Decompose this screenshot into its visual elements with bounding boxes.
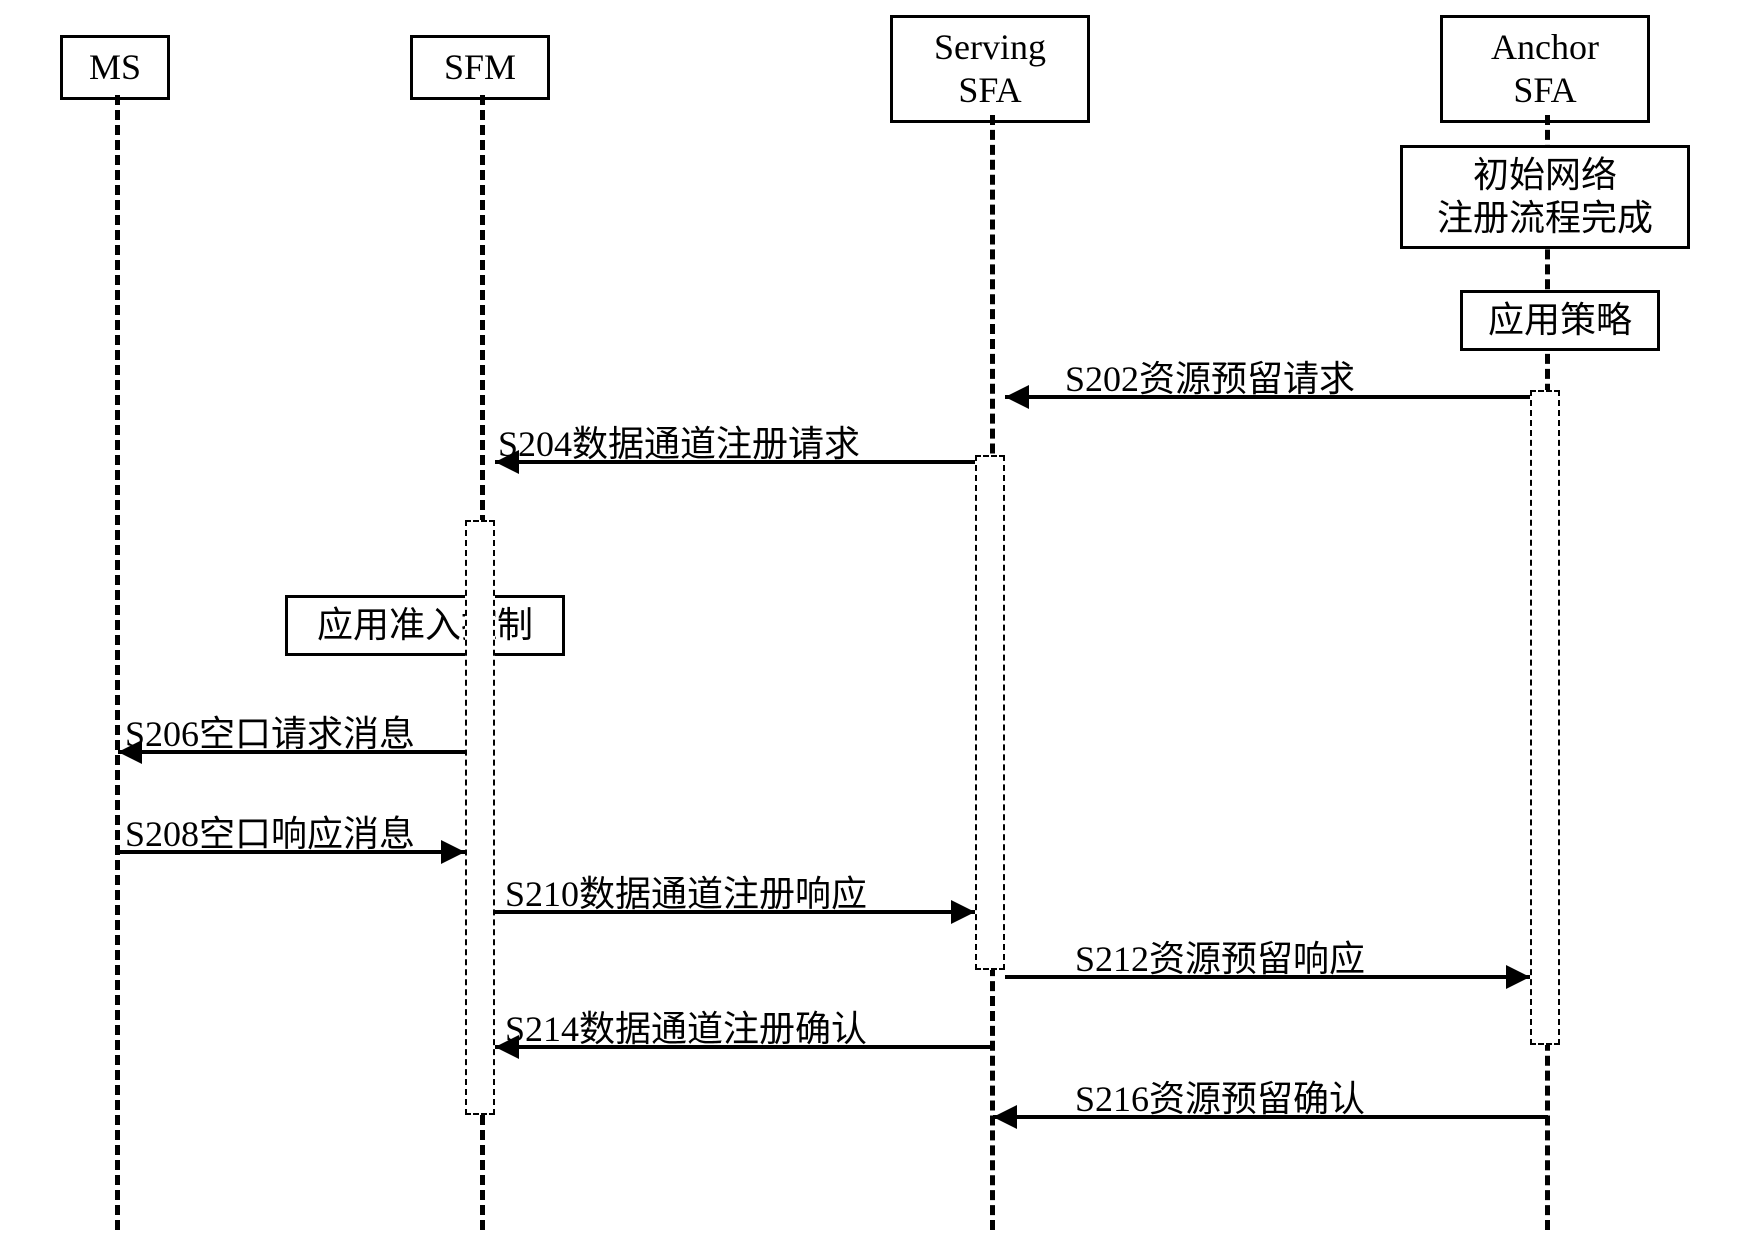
note-application-policy: 应用策略 (1460, 290, 1660, 351)
participant-sfm: SFM (410, 35, 550, 100)
participant-ms: MS (60, 35, 170, 100)
lifeline-ms (115, 95, 120, 1230)
participant-anchor-sfa: Anchor SFA (1440, 15, 1650, 123)
activation-sfm (465, 520, 495, 1115)
msg-s202-label: S202资源预留请求 (1065, 350, 1355, 402)
msg-s210-label: S210数据通道注册响应 (505, 865, 867, 917)
msg-s216-arrow (993, 1105, 1017, 1129)
msg-s206-label: S206空口请求消息 (125, 705, 415, 757)
msg-s212-arrow (1506, 965, 1530, 989)
msg-s216-label: S216资源预留确认 (1075, 1070, 1365, 1122)
msg-s208-arrow (441, 840, 465, 864)
participant-serving-sfa: Serving SFA (890, 15, 1090, 123)
msg-s212-label: S212资源预留响应 (1075, 930, 1365, 982)
note-initial-network: 初始网络 注册流程完成 (1400, 145, 1690, 249)
msg-s214-label: S214数据通道注册确认 (505, 1000, 867, 1052)
msg-s208-label: S208空口响应消息 (125, 805, 415, 857)
note-admission-control: 应用准入控制 (285, 595, 565, 656)
msg-s210-arrow (951, 900, 975, 924)
msg-s202-arrow (1005, 385, 1029, 409)
activation-serving-sfa (975, 455, 1005, 970)
msg-s204-label: S204数据通道注册请求 (498, 415, 860, 467)
activation-anchor-sfa (1530, 390, 1560, 1045)
